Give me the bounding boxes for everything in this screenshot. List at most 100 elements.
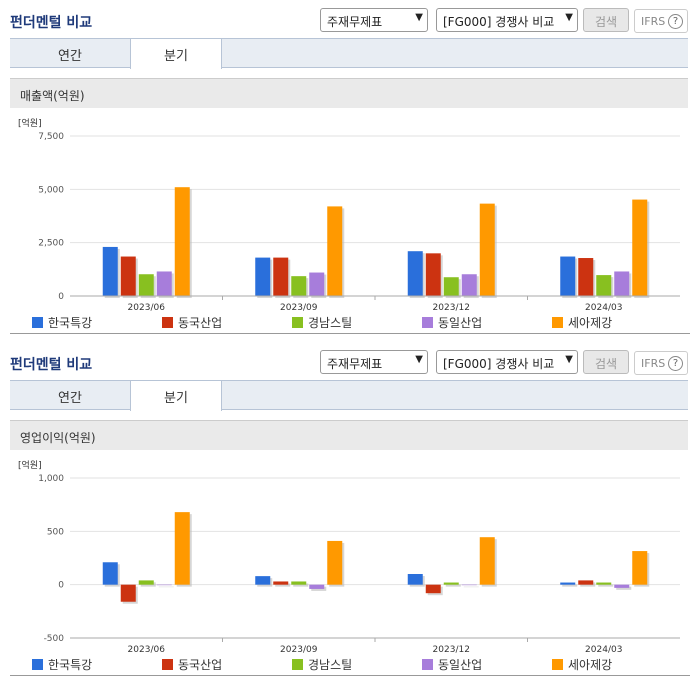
ifrs-help-button[interactable]: IFRS? — [634, 9, 688, 33]
ifrs-help-button[interactable]: IFRS? — [634, 351, 688, 375]
y-tick-label: 2,500 — [38, 239, 64, 249]
legend-item[interactable]: 한국특강 — [32, 314, 92, 331]
bar — [174, 512, 190, 585]
bar-shadow — [598, 584, 614, 587]
tab-quarterly[interactable]: 분기 — [130, 381, 222, 411]
x-tick-label: 2023/09 — [280, 303, 318, 313]
bar — [461, 274, 477, 296]
bar — [102, 246, 118, 296]
bar — [632, 551, 648, 585]
x-tick-label: 2023/12 — [433, 645, 470, 655]
tab-annual[interactable]: 연간 — [58, 391, 82, 406]
bar-shadow — [616, 586, 632, 590]
section-label: 매출액(억원) — [20, 89, 85, 103]
bar — [309, 272, 325, 296]
chart-legend: 한국특강 동국산업 경남스틸 동일산업 세아제강 — [10, 312, 690, 334]
bar — [273, 581, 289, 585]
bar-shadow — [562, 584, 578, 587]
panel-title: 펀더멘털 비교 — [10, 357, 93, 373]
bar-shadow — [275, 583, 291, 587]
bar — [479, 203, 495, 296]
legend-swatch — [292, 659, 303, 670]
chevron-down-icon: ▼ — [415, 12, 423, 23]
bar-shadow — [158, 586, 174, 588]
bar — [138, 274, 154, 296]
legend-item[interactable]: 세아제강 — [552, 314, 612, 331]
bar — [407, 574, 423, 585]
chevron-down-icon: ▼ — [565, 354, 573, 365]
chevron-down-icon: ▼ — [565, 12, 573, 23]
tab-annual[interactable]: 연간 — [58, 49, 82, 64]
peer-group-select[interactable]: [FG000] 경쟁사 비교 ▼ — [436, 8, 578, 32]
bar — [596, 582, 612, 585]
legend-label: 동일산업 — [438, 658, 483, 672]
panel-header: 펀더멘털 비교 주재무제표 ▼ [FG000] 경쟁사 비교 ▼ 검색 IFRS? — [0, 0, 696, 38]
legend-swatch — [162, 659, 173, 670]
statement-select[interactable]: 주재무제표 ▼ — [320, 350, 428, 374]
legend-item[interactable]: 동일산업 — [422, 314, 482, 331]
bar — [102, 562, 118, 585]
bar — [138, 580, 154, 585]
panel-title: 펀더멘털 비교 — [10, 15, 93, 31]
bar-shadow — [463, 586, 479, 588]
legend-item[interactable]: 동국산업 — [162, 314, 222, 331]
statement-select[interactable]: 주재무제표 ▼ — [320, 8, 428, 32]
bar — [273, 257, 289, 296]
x-tick-label: 2023/09 — [280, 645, 318, 655]
chart-legend: 한국특강 동국산업 경남스틸 동일산업 세아제강 — [10, 654, 690, 676]
legend-label: 경남스틸 — [308, 316, 353, 330]
bar — [560, 582, 576, 585]
panel-header: 펀더멘털 비교 주재무제표 ▼ [FG000] 경쟁사 비교 ▼ 검색 IFRS? — [0, 342, 696, 380]
period-tabs: 연간 분기 — [10, 380, 688, 411]
bar — [327, 540, 343, 585]
legend-swatch — [162, 317, 173, 328]
y-tick-label: 0 — [58, 292, 64, 302]
legend-swatch — [422, 317, 433, 328]
legend-label: 한국특강 — [48, 316, 93, 330]
legend-item[interactable]: 경남스틸 — [292, 314, 352, 331]
legend-label: 동일산업 — [438, 316, 483, 330]
unit-label: [억원] — [18, 459, 42, 471]
tab-quarterly[interactable]: 분기 — [130, 39, 222, 69]
section-label: 영업이익(억원) — [20, 431, 96, 445]
x-tick-label: 2024/03 — [585, 303, 622, 313]
legend-item[interactable]: 동국산업 — [162, 656, 222, 673]
x-tick-label: 2023/12 — [433, 303, 470, 313]
legend-label: 동국산업 — [178, 316, 223, 330]
y-tick-label: -500 — [44, 634, 65, 644]
x-tick-label: 2023/06 — [128, 303, 166, 313]
bar — [120, 256, 136, 296]
legend-item[interactable]: 동일산업 — [422, 656, 482, 673]
x-tick-label: 2023/06 — [128, 645, 166, 655]
bar — [461, 584, 477, 586]
unit-label: [억원] — [18, 117, 42, 129]
bar — [560, 256, 576, 296]
y-tick-label: 7,500 — [38, 132, 64, 142]
fundamental-panel-operating-profit: 펀더멘털 비교 주재무제표 ▼ [FG000] 경쟁사 비교 ▼ 검색 IFRS? … — [0, 342, 696, 676]
section-header: 매출액(억원) — [10, 78, 688, 108]
bar — [443, 582, 459, 585]
legend-item[interactable]: 세아제강 — [552, 656, 612, 673]
legend-item[interactable]: 경남스틸 — [292, 656, 352, 673]
bar — [309, 584, 325, 589]
bar — [479, 537, 495, 585]
peer-group-select[interactable]: [FG000] 경쟁사 비교 ▼ — [436, 350, 578, 374]
search-button[interactable]: 검색 — [583, 350, 629, 374]
bar — [327, 206, 343, 296]
legend-swatch — [552, 317, 563, 328]
bar — [578, 580, 594, 585]
bar — [291, 276, 307, 296]
bar — [255, 576, 271, 585]
search-button[interactable]: 검색 — [583, 8, 629, 32]
legend-item[interactable]: 한국특강 — [32, 656, 92, 673]
section-header: 영업이익(억원) — [10, 420, 688, 450]
question-icon: ? — [668, 14, 683, 29]
legend-swatch — [292, 317, 303, 328]
legend-swatch — [32, 659, 43, 670]
legend-label: 동국산업 — [178, 658, 223, 672]
legend-swatch — [32, 317, 43, 328]
bar-shadow — [445, 584, 461, 587]
legend-label: 한국특강 — [48, 658, 93, 672]
bar — [425, 584, 441, 594]
bar — [614, 584, 630, 588]
